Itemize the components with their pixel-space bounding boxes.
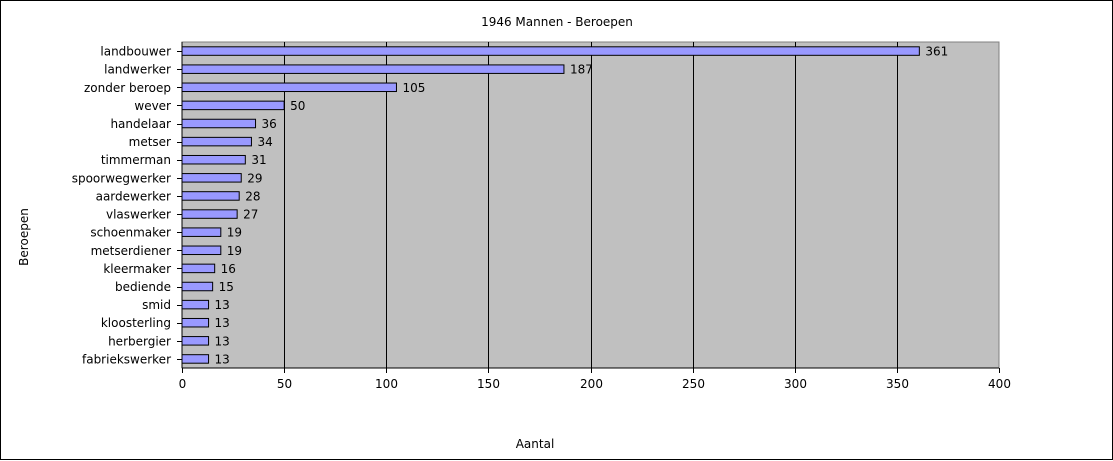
category-label-zonder-beroep: zonder beroep <box>84 81 171 95</box>
x-axis-ticks: 0 50 100 150 200 250 300 350 400 <box>179 368 1011 391</box>
category-label-fabriekswerker: fabriekswerker <box>82 352 171 366</box>
x-tick-label-100: 100 <box>375 377 398 391</box>
bar-vlaswerker <box>181 209 238 219</box>
y-axis-title: Beroepen <box>17 208 31 266</box>
data-label-bediende: 15 <box>219 280 234 294</box>
bar-metserdiener <box>181 245 222 256</box>
category-label-spoorwegwerker: spoorwegwerker <box>72 171 171 185</box>
data-label-smid: 13 <box>215 298 230 312</box>
data-label-kleermaker: 16 <box>221 262 236 276</box>
data-label-kloosterling: 13 <box>215 316 230 330</box>
category-labels: landbouwer landwerker zonder beroep wever ha… <box>72 45 182 366</box>
category-label-schoenmaker: schoenmaker <box>90 226 171 240</box>
category-label-landbouwer: landbouwer <box>100 45 171 59</box>
data-label-timmerman: 31 <box>251 153 266 167</box>
data-label-schoenmaker: 19 <box>227 226 242 240</box>
category-label-landwerker: landwerker <box>104 63 171 77</box>
data-label-vlaswerker: 27 <box>243 208 258 222</box>
bar-landwerker <box>181 64 565 74</box>
data-label-fabriekswerker: 13 <box>215 352 230 366</box>
x-tick-label-0: 0 <box>179 377 187 391</box>
category-label-herbergier: herbergier <box>108 334 171 348</box>
data-label-zonder-beroep: 105 <box>402 81 425 95</box>
data-label-herbergier: 13 <box>215 334 230 348</box>
category-label-bediende: bediende <box>115 280 171 294</box>
category-label-vlaswerker: vlaswerker <box>106 208 171 222</box>
bar-landbouwer <box>181 46 920 56</box>
plot-area <box>181 41 1000 369</box>
category-label-aardewerker: aardewerker <box>96 189 171 203</box>
bar-timmerman <box>181 154 246 165</box>
bar-kloosterling <box>181 317 210 328</box>
bar-kleermaker <box>181 263 216 274</box>
bars-group <box>181 46 920 364</box>
bar-metser <box>181 136 252 147</box>
x-tick-label-350: 350 <box>886 377 909 391</box>
x-tick-label-50: 50 <box>277 377 292 391</box>
bar-wever <box>181 100 285 111</box>
category-label-metserdiener: metserdiener <box>91 244 171 258</box>
data-label-metser: 34 <box>257 135 272 149</box>
category-label-handelaar: handelaar <box>110 117 171 131</box>
gridlines <box>284 42 898 368</box>
bar-spoorwegwerker <box>181 173 242 183</box>
data-label-wever: 50 <box>290 99 305 113</box>
bar-bediende <box>181 281 214 292</box>
bar-schoenmaker <box>181 227 222 237</box>
bar-zonder-beroep <box>181 82 397 93</box>
data-label-spoorwegwerker: 29 <box>247 171 262 185</box>
category-label-timmerman: timmerman <box>101 153 171 167</box>
x-tick-label-250: 250 <box>682 377 705 391</box>
category-label-smid: smid <box>142 298 171 312</box>
data-label-aardewerker: 28 <box>245 189 260 203</box>
category-label-wever: wever <box>134 99 171 113</box>
x-tick-label-400: 400 <box>988 377 1011 391</box>
bar-herbergier <box>181 336 210 346</box>
x-tick-label-300: 300 <box>784 377 807 391</box>
data-label-landwerker: 187 <box>570 63 593 77</box>
x-tick-label-200: 200 <box>580 377 603 391</box>
category-label-metser: metser <box>129 135 171 149</box>
category-label-kleermaker: kleermaker <box>103 262 171 276</box>
category-label-kloosterling: kloosterling <box>101 316 171 330</box>
bar-aardewerker <box>181 191 240 201</box>
data-label-metserdiener: 19 <box>227 244 242 258</box>
data-label-handelaar: 36 <box>262 117 277 131</box>
data-label-landbouwer: 361 <box>925 45 948 59</box>
bar-fabriekswerker <box>181 354 210 364</box>
x-tick-label-150: 150 <box>477 377 500 391</box>
bar-smid <box>181 299 210 310</box>
x-axis-title: Aantal <box>516 437 555 451</box>
chart-title: 1946 Mannen - Beroepen <box>481 15 633 29</box>
bar-handelaar <box>181 118 257 129</box>
